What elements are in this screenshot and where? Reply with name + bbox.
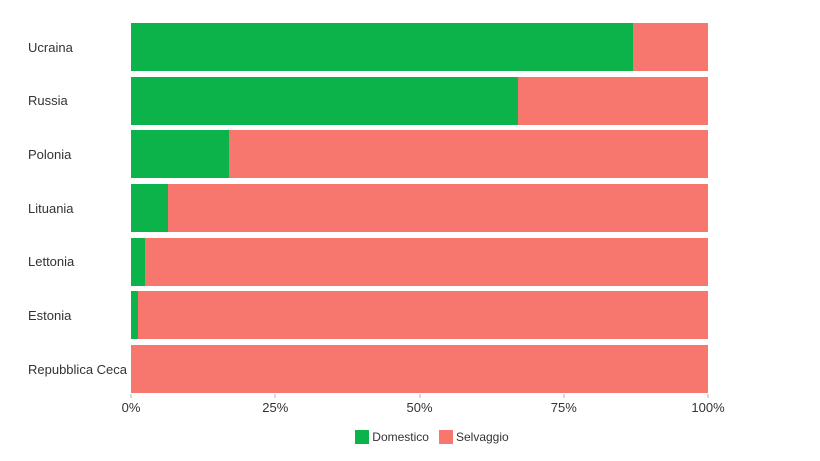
legend: Domestico Selvaggio [22,430,820,444]
legend-item-domestico: Domestico [355,430,429,444]
bar-segment-domestico [131,76,518,125]
bar-track [131,184,708,233]
legend-swatch-selvaggio [438,430,453,444]
category-label: Lituania [28,200,74,216]
bar-segment-selvaggio [144,237,708,286]
bar-segment-selvaggio [632,23,708,71]
x-tick-label: 100% [691,400,725,415]
bar-track [131,130,708,179]
category-label: Russia [28,93,68,109]
chart-row: Repubblica Ceca [0,345,820,394]
x-tick-mark [130,394,132,398]
bar-segment-domestico [131,23,633,71]
x-axis: 0% 25% 50% 75% 100% [0,393,820,417]
x-tick-mark [274,394,276,398]
x-tick-mark [707,394,709,398]
bar-segment-domestico [131,130,230,179]
chart-row: Estonia [0,291,820,340]
x-tick-label: 0% [121,400,141,415]
legend-label: Domestico [372,430,429,444]
x-tick-label: 75% [550,400,577,415]
bar-segment-selvaggio [167,184,708,233]
bar-segment-selvaggio [131,345,708,394]
chart-row: Lituania [0,184,820,233]
x-tick-label: 50% [406,400,433,415]
category-label: Estonia [28,307,72,323]
category-label: Ucraina [28,39,73,55]
chart-row: Lettonia [0,237,820,286]
category-label: Lettonia [28,254,75,270]
bar-rows: Ucraina Russia Polonia Lituania Lettonia Esto… [0,23,820,399]
bar-segment-domestico [131,184,168,233]
chart-row: Polonia [0,130,820,179]
category-label: Polonia [28,146,72,162]
bar-track [131,237,708,286]
bar-track [131,345,708,394]
x-tick-label: 25% [262,400,289,415]
x-tick-mark [419,394,420,398]
x-tick-mark [563,394,565,398]
bar-segment-selvaggio [137,291,708,340]
bar-segment-selvaggio [517,76,708,125]
bar-track [131,76,708,125]
chart-row: Ucraina [0,23,820,71]
legend-item-selvaggio: Selvaggio [438,430,509,444]
bar-segment-selvaggio [229,130,708,179]
category-label: Repubblica Ceca [28,361,128,377]
legend-label: Selvaggio [455,430,509,444]
bar-segment-domestico [131,237,145,286]
legend-swatch-domestico [355,430,370,444]
chart-row: Russia [0,76,820,125]
bar-track [131,23,708,71]
bar-track [131,291,708,340]
bar-segment-domestico [131,291,138,340]
